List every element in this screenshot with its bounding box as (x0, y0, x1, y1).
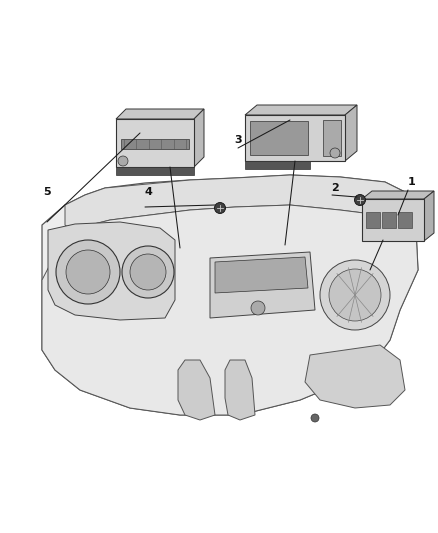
Bar (121, 139, 189, 149)
Circle shape (130, 254, 166, 290)
Polygon shape (245, 105, 357, 115)
Circle shape (215, 203, 226, 214)
Circle shape (56, 240, 120, 304)
Text: 3: 3 (234, 135, 242, 145)
Polygon shape (178, 360, 215, 420)
Text: 4: 4 (144, 187, 152, 197)
Polygon shape (116, 119, 194, 167)
Polygon shape (210, 252, 315, 318)
Bar (116, 167, 194, 175)
Bar (382, 212, 396, 228)
Circle shape (122, 246, 174, 298)
Polygon shape (194, 109, 204, 167)
Polygon shape (48, 222, 175, 320)
Bar (250, 121, 308, 155)
Polygon shape (362, 199, 424, 241)
Polygon shape (116, 109, 204, 119)
Circle shape (354, 195, 365, 206)
Bar (366, 212, 380, 228)
Polygon shape (42, 205, 418, 415)
Text: 1: 1 (408, 177, 416, 187)
Circle shape (66, 250, 110, 294)
Polygon shape (225, 360, 255, 420)
Polygon shape (245, 115, 345, 161)
Circle shape (311, 414, 319, 422)
Circle shape (118, 156, 128, 166)
Polygon shape (362, 191, 434, 199)
Polygon shape (42, 175, 418, 415)
Polygon shape (65, 175, 415, 230)
Circle shape (251, 301, 265, 315)
Text: 2: 2 (331, 183, 339, 193)
Bar (398, 212, 412, 228)
Polygon shape (215, 257, 308, 293)
Circle shape (330, 148, 340, 158)
Circle shape (329, 269, 381, 321)
Polygon shape (305, 345, 405, 408)
Text: 5: 5 (43, 187, 51, 197)
Bar (245, 161, 310, 169)
Circle shape (320, 260, 390, 330)
Polygon shape (345, 105, 357, 161)
Bar (323, 120, 341, 156)
Polygon shape (424, 191, 434, 241)
